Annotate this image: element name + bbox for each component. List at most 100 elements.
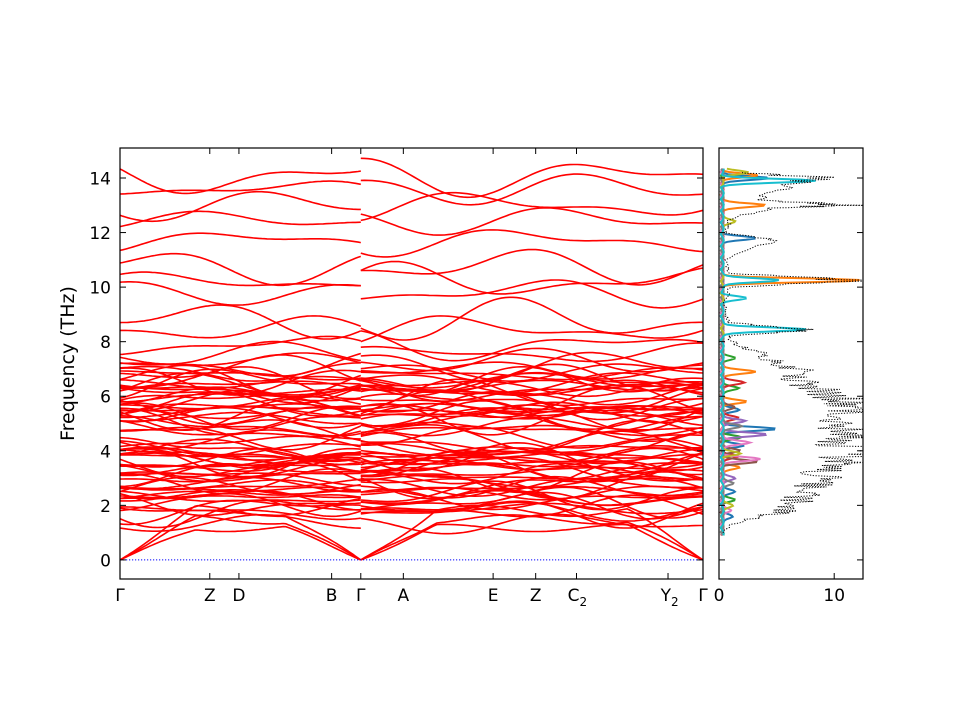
phonon-band [119,514,362,561]
phonon-band [119,504,362,561]
phonon-band [119,429,361,450]
kpoint-label: B [326,586,338,606]
phonon-band [360,425,704,449]
phonon-band [119,364,362,398]
dos-panel: 0 10 [714,147,864,606]
phonon-band [360,400,704,430]
kpoint-label: Γ [115,586,125,606]
phonon-band [360,207,704,236]
phonon-band [120,370,361,381]
phonon-band [360,191,704,222]
phonon-band [119,180,361,195]
phonon-band [119,419,361,442]
phonon-band [360,260,704,295]
phonon-band [360,363,704,382]
band-y-ticks: 0 2 4 6 8 10 12 14 [89,170,703,571]
phonon-band [120,461,362,483]
phonon-band [360,371,704,394]
phonon-band [119,464,361,483]
phonon-band [119,492,361,517]
phonon-band [119,447,361,473]
phonon-band [360,279,704,309]
phonon-band [360,514,704,561]
dos-lines [719,167,863,537]
phonon-band [360,477,704,500]
phonon-band [119,386,362,404]
phonon-band [360,372,704,394]
phonon-band [119,435,361,448]
phonon-band [119,446,361,461]
phonon-band [120,406,362,429]
phonon-band [119,514,361,532]
phonon-band [119,497,361,517]
phonon-band [119,447,361,467]
phonon-band [119,271,361,287]
band-y-tick-label: 8 [100,333,111,353]
kpoint-label: A [398,586,410,606]
phonon-band [360,523,704,561]
phonon-band [119,366,361,400]
band-y-tick-label: 6 [100,388,111,408]
band-y-tick-label: 12 [89,224,111,244]
phonon-band [119,354,362,382]
phonon-band [360,404,704,433]
phonon-band [360,480,704,511]
phonon-band [119,252,362,287]
phonon-band [360,485,704,501]
kpoint-label: Y [660,586,672,606]
phonon-band [360,173,704,206]
phonon-band [360,485,704,497]
phonon-band [360,366,704,381]
phonon-band [360,424,704,442]
phonon-band [360,504,704,561]
phonon-band [360,478,703,498]
y-axis-label: Frequency (THz) [57,286,79,441]
phonon-band [360,447,704,468]
phonon-band [360,488,704,511]
phonon-band [119,232,361,252]
phonon-band [119,281,361,306]
kpoint-label: Z [204,586,216,606]
phonon-band [360,351,704,382]
phonon-band [360,347,704,373]
phonon-band [119,352,362,377]
phonon-band [119,411,361,425]
dos-y-ticks [719,177,863,561]
band-y-tick-label: 14 [89,170,111,190]
phonon-band [360,475,704,499]
phonon-band [119,448,361,461]
phonon-band [360,441,704,474]
phonon-band [360,449,704,466]
band-y-tick-label: 2 [100,497,111,517]
dos-x-tick-label: 0 [714,586,725,606]
phonon-band [360,402,704,418]
phonon-band [119,210,361,228]
phonon-band [360,468,704,481]
phonon-band [360,421,704,437]
phonon-band [119,394,361,417]
phonon-band [119,405,361,423]
dos-plot-frame [718,147,864,580]
partial-dos-curve [719,168,860,537]
phonon-band [360,248,704,286]
phonon-band [119,494,361,512]
phonon-band [119,190,361,223]
phonon-band [360,401,704,424]
phonon-band [360,490,704,506]
dos-x-tick-label: 10 [823,586,845,606]
kpoint-label: Γ [356,586,366,606]
phonon-band [360,315,704,343]
phonon-band [119,384,361,398]
phonon-band [360,471,704,500]
kpoint-label: Γ [698,586,708,606]
phonon-band [119,391,361,417]
kpoint-label: D [232,586,245,606]
phonon-band [120,395,361,410]
partial-dos-curve [719,168,816,536]
phonon-band [119,384,362,398]
phonon-band [360,157,704,199]
phonon-band [119,476,361,493]
phonon-band [119,335,362,356]
